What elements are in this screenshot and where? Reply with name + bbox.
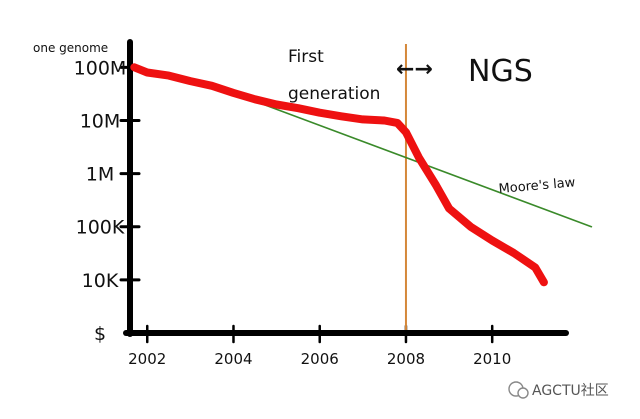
y-tick-label: 100M [74,57,127,79]
y-tick-label: 1M [86,164,114,186]
x-tick-label: 2008 [387,350,425,368]
series-line-cost [130,63,548,287]
x-tick-label: 2004 [214,350,252,368]
x-tick-label: 2002 [128,350,166,368]
y-tick-label: $ [94,323,106,345]
x-tick-label: 2010 [473,350,511,368]
series-label-moores-law: Moore's law [498,175,576,197]
y-axis-label: one genome [33,41,108,55]
watermark: AGCTU社区 [508,381,609,399]
y-tick-label: 10K [82,270,119,292]
x-tick-label: 2006 [301,350,339,368]
annotation-first: First [288,47,324,67]
y-tick-label: 100K [76,217,125,239]
annotation-generation: generation [288,84,380,104]
y-tick-label: 10M [80,110,121,132]
annotation-ngs: NGS [468,54,533,89]
wechat-icon-inner [517,387,529,399]
watermark-text: AGCTU社区 [532,383,609,399]
annotation-arrow: ←→ [396,57,433,82]
